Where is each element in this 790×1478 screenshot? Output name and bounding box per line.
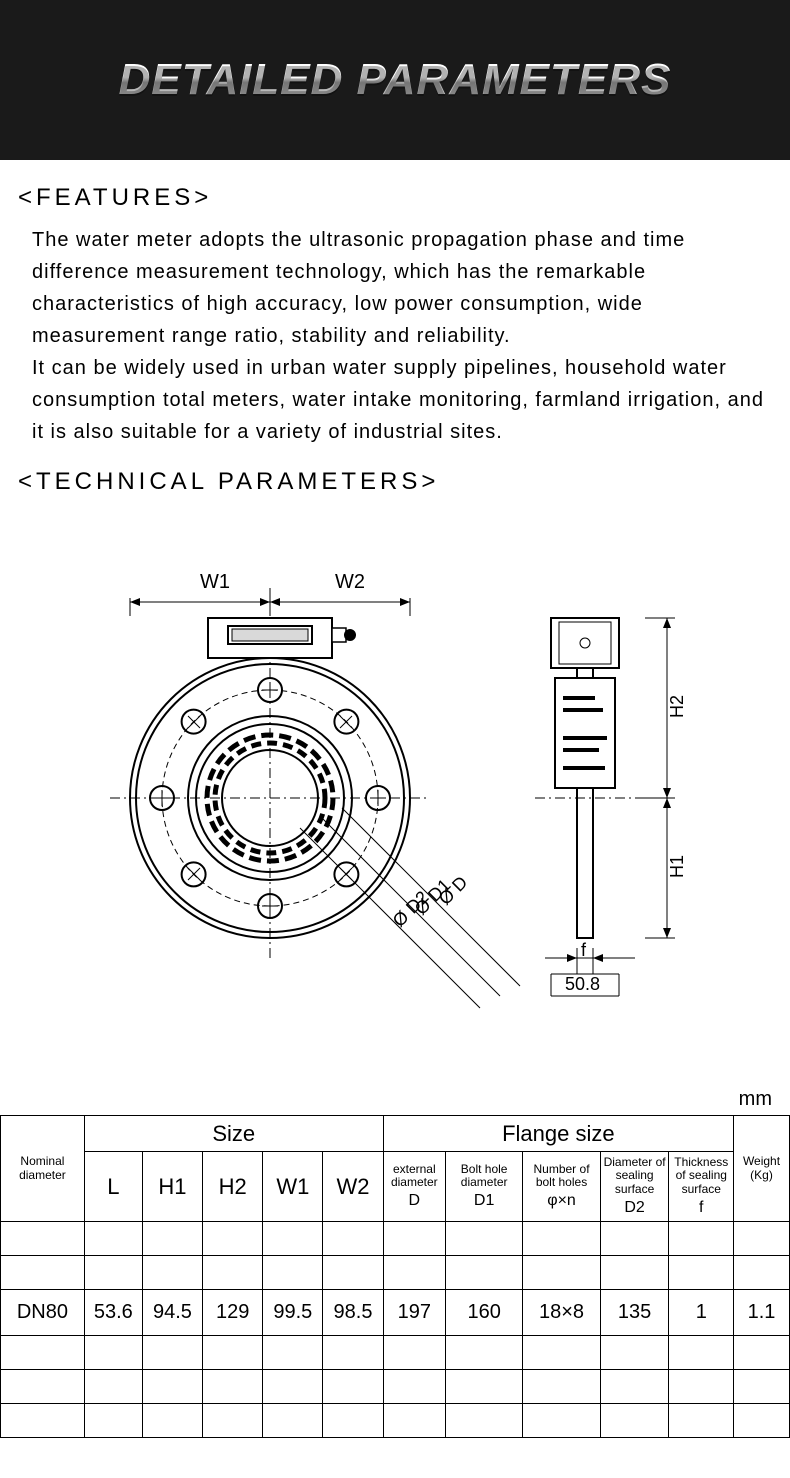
table-row (1, 1256, 790, 1290)
label-f-val: 50.8 (565, 974, 600, 994)
features-heading: <FEATURES> (18, 184, 772, 212)
th-D1: Bolt hole diameterD1 (445, 1152, 522, 1222)
hero-banner: DETAILED PARAMETERS (0, 0, 790, 160)
cell-D2: 135 (600, 1290, 669, 1336)
th-H2: H2 (203, 1152, 263, 1222)
spec-table: Nominal diameter Size Flange size Weight… (0, 1115, 790, 1438)
label-H2: H2 (667, 695, 687, 718)
cell-f: 1 (669, 1290, 734, 1336)
table-row-dn80: DN80 53.6 94.5 129 99.5 98.5 197 160 18×… (1, 1290, 790, 1336)
features-para2: It can be widely used in urban water sup… (32, 357, 764, 443)
technical-diagram: W1 W2 Ø D2 Ø D1 Ø D (18, 508, 772, 1088)
features-para1: The water meter adopts the ultrasonic pr… (32, 229, 685, 347)
table-row (1, 1404, 790, 1438)
cell-H2: 129 (203, 1290, 263, 1336)
th-nominal: Nominal diameter (1, 1116, 85, 1222)
th-H1: H1 (142, 1152, 202, 1222)
hero-title: DETAILED PARAMETERS (119, 55, 672, 105)
cell-D1: 160 (445, 1290, 522, 1336)
unit-label: mm (0, 1088, 790, 1111)
label-W1: W1 (200, 571, 230, 593)
th-D2: Diameter of sealing surfaceD2 (600, 1152, 669, 1222)
cell-wt: 1.1 (734, 1290, 790, 1336)
th-W1: W1 (263, 1152, 323, 1222)
th-flange: Flange size (383, 1116, 733, 1152)
diagram-svg: W1 W2 Ø D2 Ø D1 Ø D (85, 548, 705, 1028)
th-pn: Number of bolt holesφ×n (523, 1152, 600, 1222)
table-row (1, 1222, 790, 1256)
table-row (1, 1336, 790, 1370)
th-size: Size (84, 1116, 383, 1152)
th-D: external diameterD (383, 1152, 445, 1222)
cell-W1: 99.5 (263, 1290, 323, 1336)
cell-D: 197 (383, 1290, 445, 1336)
cell-L: 53.6 (84, 1290, 142, 1336)
cell-W2: 98.5 (323, 1290, 383, 1336)
label-f: f (581, 940, 587, 960)
th-weight: Weight (Kg) (734, 1116, 790, 1222)
table-row (1, 1370, 790, 1404)
features-text: The water meter adopts the ultrasonic pr… (18, 224, 772, 448)
content-area: <FEATURES> The water meter adopts the ul… (0, 160, 790, 1088)
th-W2: W2 (323, 1152, 383, 1222)
cell-pn: 18×8 (523, 1290, 600, 1336)
cell-nd: DN80 (1, 1290, 85, 1336)
th-f: Thickness of sealing surfacef (669, 1152, 734, 1222)
tech-heading: <TECHNICAL PARAMETERS> (18, 468, 772, 496)
th-L: L (84, 1152, 142, 1222)
label-H1: H1 (667, 855, 687, 878)
cell-H1: 94.5 (142, 1290, 202, 1336)
label-W2: W2 (335, 571, 365, 593)
